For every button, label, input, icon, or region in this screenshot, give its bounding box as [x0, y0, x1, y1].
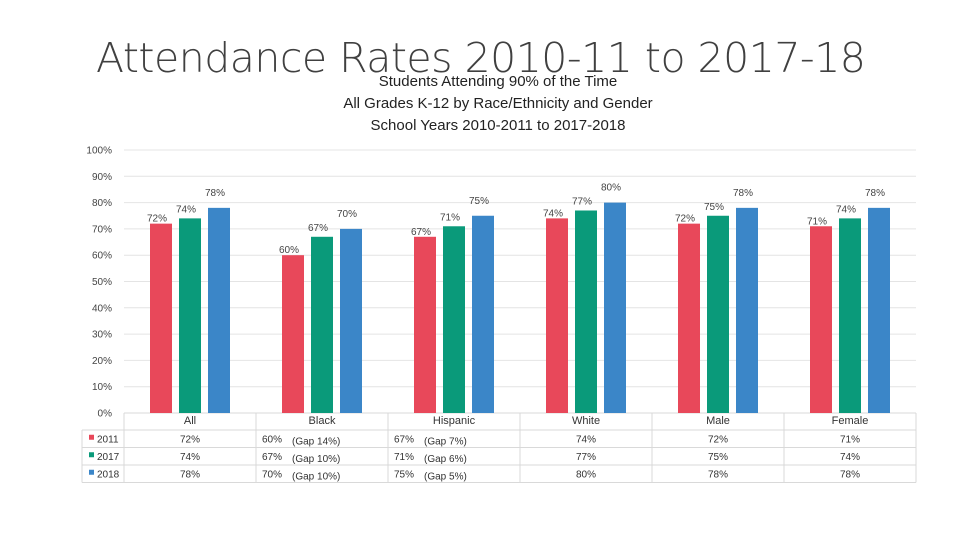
data-label: 67% — [308, 223, 328, 234]
data-label: 72% — [147, 214, 167, 225]
gap-note: (Gap 10%) — [292, 471, 340, 482]
data-label: 70% — [337, 209, 357, 220]
table-cell: 72% — [180, 434, 200, 445]
data-label: 71% — [807, 216, 827, 227]
data-label: 78% — [865, 188, 885, 199]
bar — [340, 228, 362, 413]
table-cell: 77% — [576, 452, 596, 463]
category-label: White — [572, 415, 600, 427]
table-cell: 60% — [262, 434, 282, 445]
table-cell: 78% — [180, 469, 200, 480]
bar — [678, 223, 700, 413]
data-label: 75% — [469, 196, 489, 207]
data-label: 77% — [572, 196, 592, 207]
legend-entry: 2018 — [97, 469, 120, 480]
bar — [414, 236, 436, 413]
chart-subtitle-line-3: School Years 2010-2011 to 2017-2018 — [370, 117, 626, 134]
bar — [311, 236, 333, 413]
category-label: Black — [309, 415, 336, 427]
data-label: 72% — [675, 214, 695, 225]
y-tick-label: 20% — [92, 356, 112, 367]
legend-entry: 2011 — [97, 434, 119, 445]
legend-entry: 2017 — [97, 452, 120, 463]
bar — [150, 223, 172, 413]
y-tick-label: 90% — [92, 172, 112, 183]
bar — [839, 218, 861, 413]
table-cell: 74% — [180, 452, 200, 463]
category-label: Hispanic — [433, 415, 476, 427]
data-label: 80% — [601, 183, 621, 194]
category-label: All — [184, 415, 196, 427]
data-label: 74% — [543, 208, 563, 219]
category-label: Male — [706, 415, 730, 427]
data-label: 60% — [279, 245, 299, 256]
table-cell: 78% — [840, 469, 860, 480]
chart-subtitle-line-2: All Grades K-12 by Race/Ethnicity and Ge… — [343, 95, 653, 112]
data-label: 74% — [176, 204, 196, 215]
gap-note: (Gap 10%) — [292, 454, 340, 465]
data-label: 67% — [411, 227, 431, 238]
legend-swatch — [89, 452, 94, 458]
chart-subtitle-line-1: Students Attending 90% of the Time — [378, 73, 618, 90]
category-label: Female — [832, 415, 869, 427]
data-label: 74% — [836, 204, 856, 215]
chart-title: Attendance Rates 2010-11 to 2017-18 — [96, 34, 866, 82]
data-label: 78% — [733, 188, 753, 199]
gap-note: (Gap 7%) — [424, 436, 467, 447]
table-cell: 80% — [576, 469, 596, 480]
bar — [179, 218, 201, 413]
y-tick-label: 80% — [92, 198, 112, 209]
bar — [736, 207, 758, 413]
data-label: 71% — [440, 212, 460, 223]
table-cell: 74% — [576, 434, 596, 445]
y-tick-label: 100% — [86, 146, 112, 157]
data-label: 75% — [704, 202, 724, 213]
table-cell: 72% — [708, 434, 728, 445]
y-tick-label: 70% — [92, 224, 112, 235]
bar — [546, 218, 568, 413]
y-tick-label: 10% — [92, 382, 112, 393]
gap-note: (Gap 14%) — [292, 436, 340, 447]
table-cell: 78% — [708, 469, 728, 480]
bar — [575, 210, 597, 413]
gap-note: (Gap 5%) — [424, 471, 467, 482]
y-tick-label: 40% — [92, 303, 112, 314]
table-cell: 74% — [840, 452, 860, 463]
bar — [472, 215, 494, 413]
table-cell: 67% — [394, 434, 414, 445]
table-cell: 75% — [394, 469, 414, 480]
y-tick-label: 30% — [92, 330, 112, 341]
gap-note: (Gap 6%) — [424, 454, 467, 465]
bar — [208, 207, 230, 413]
bar — [282, 255, 304, 413]
legend-swatch — [89, 469, 94, 475]
bar — [604, 202, 626, 413]
table-cell: 70% — [262, 469, 282, 480]
bar — [810, 226, 832, 413]
table-cell: 67% — [262, 452, 282, 463]
y-tick-label: 50% — [92, 277, 112, 288]
bar — [707, 215, 729, 413]
y-tick-label: 0% — [98, 409, 113, 420]
legend-swatch — [89, 434, 94, 440]
y-tick-label: 60% — [92, 251, 112, 262]
data-label: 78% — [205, 188, 225, 199]
table-cell: 71% — [840, 434, 860, 445]
bar — [443, 226, 465, 413]
table-cell: 75% — [708, 452, 728, 463]
table-cell: 71% — [394, 452, 414, 463]
bar — [868, 207, 890, 413]
